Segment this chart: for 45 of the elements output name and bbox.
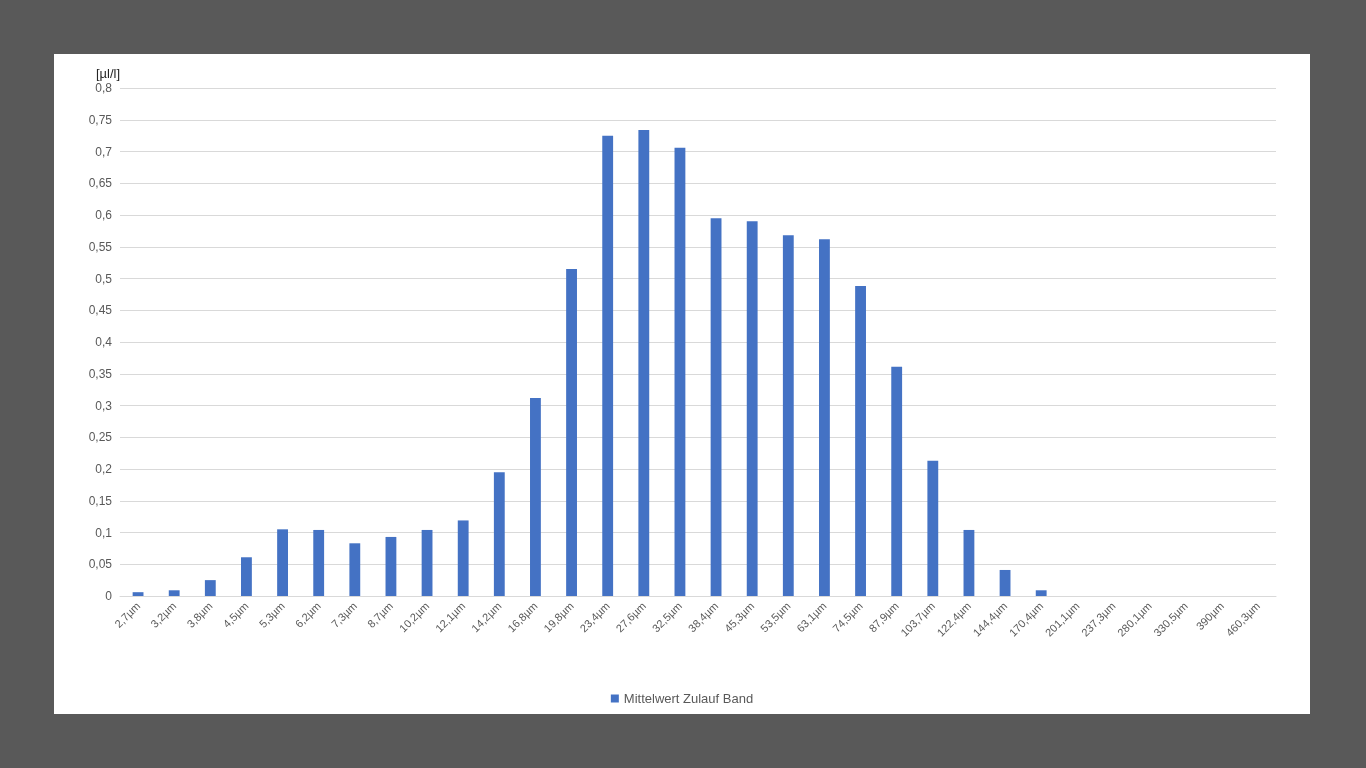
y-tick-label: 0,65 (88, 176, 113, 191)
bar (963, 529, 975, 596)
y-tick-label: 0,55 (88, 239, 113, 254)
y-tick-label: 0,35 (88, 366, 113, 381)
bar (602, 135, 614, 596)
y-tick-label: 0,3 (95, 398, 113, 413)
bar (421, 529, 433, 596)
bar (855, 286, 866, 596)
y-tick-label: 0,1 (95, 525, 113, 540)
bar (385, 536, 397, 596)
y-tick-label: 0,5 (95, 271, 113, 286)
bar (277, 529, 288, 596)
bar (457, 520, 469, 596)
y-tick-label: 0,7 (95, 144, 113, 159)
bar (782, 235, 794, 596)
y-tick-label: 0 (105, 589, 113, 603)
bar (1035, 590, 1047, 596)
y-tick-label: 0,45 (88, 303, 113, 318)
bar (493, 472, 505, 596)
bar (349, 543, 361, 596)
bar (168, 590, 180, 596)
y-tick-label: 0,15 (88, 493, 113, 508)
bar (710, 218, 722, 596)
y-tick-label: 0,25 (88, 430, 113, 445)
y-axis-title: [µl/l] (95, 66, 120, 81)
bar (746, 221, 758, 596)
bar (566, 268, 577, 596)
bar (132, 592, 144, 596)
bar (999, 569, 1011, 596)
bar (313, 529, 325, 596)
bar (204, 580, 216, 596)
y-tick-label: 0,6 (95, 208, 113, 222)
bar (530, 397, 541, 596)
y-tick-label: 0,05 (88, 557, 113, 572)
bar (241, 557, 252, 596)
y-tick-label: 0,8 (95, 81, 113, 95)
bar (891, 366, 903, 596)
bar (674, 147, 686, 596)
legend-label: Mittelwert Zulauf Band (623, 691, 754, 706)
bar (927, 460, 939, 596)
y-tick-label: 0,75 (88, 112, 113, 127)
bar (638, 129, 650, 596)
bar (819, 239, 830, 596)
y-tick-label: 0,4 (95, 335, 113, 349)
y-tick-label: 0,2 (95, 462, 113, 476)
